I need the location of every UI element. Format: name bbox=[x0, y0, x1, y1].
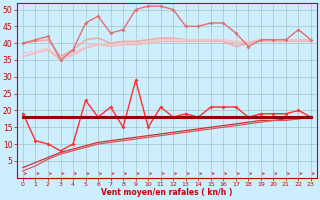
X-axis label: Vent moyen/en rafales ( kn/h ): Vent moyen/en rafales ( kn/h ) bbox=[101, 188, 233, 197]
